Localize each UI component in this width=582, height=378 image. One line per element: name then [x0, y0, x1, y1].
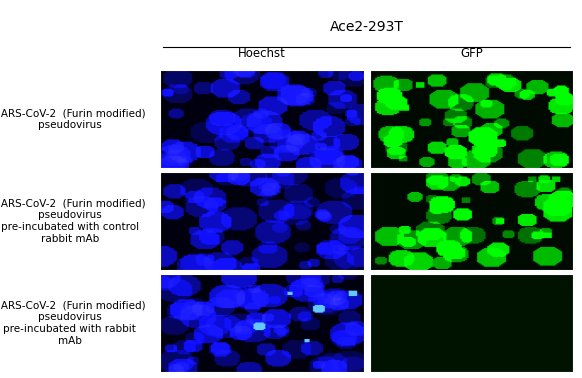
Text: SARS-CoV-2  (Furin modified)
pseudovirus
pre-incubated with control
rabbit mAb: SARS-CoV-2 (Furin modified) pseudovirus …	[0, 199, 146, 243]
Text: Ace2-293T: Ace2-293T	[330, 20, 403, 34]
Text: SARS-CoV-2  (Furin modified)
pseudovirus
pre-incubated with rabbit
mAb: SARS-CoV-2 (Furin modified) pseudovirus …	[0, 301, 146, 345]
Text: Hoechst: Hoechst	[238, 48, 286, 60]
Text: GFP: GFP	[460, 48, 483, 60]
Text: SARS-CoV-2  (Furin modified)
pseudovirus: SARS-CoV-2 (Furin modified) pseudovirus	[0, 108, 146, 130]
